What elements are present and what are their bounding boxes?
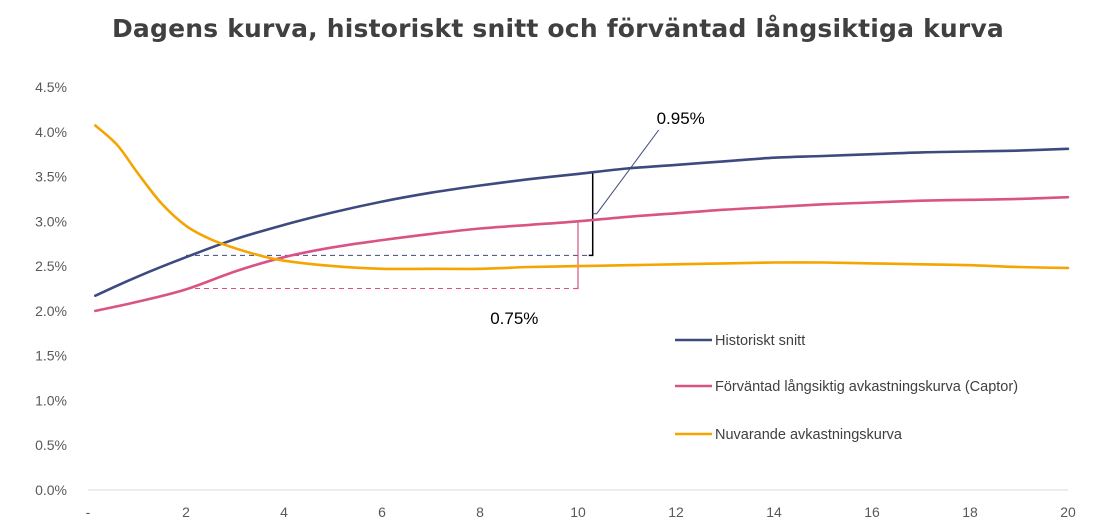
x-tick-label: 20 bbox=[1060, 504, 1076, 520]
x-tick-label: 8 bbox=[476, 504, 484, 520]
series-line-forvantad-langsiktig-avkastningskurva-captor bbox=[94, 195, 1070, 313]
x-tick-label: 12 bbox=[668, 504, 684, 520]
legend: Historiskt snitt Förväntad långsiktig avk… bbox=[675, 333, 1018, 443]
legend-entry-nuvarande-avkastningskurva: Nuvarande avkastningskurva bbox=[715, 427, 903, 443]
y-tick-label: 2.5% bbox=[35, 258, 67, 274]
y-axis-ticks: 0.0% 0.5% 1.0% 1.5% 2.0% 2.5% 3.0% 3.5% 4.0% 4.5% bbox=[35, 79, 67, 498]
annotations: 0.95% 0.75% bbox=[186, 109, 705, 328]
y-tick-label: 1.0% bbox=[35, 392, 67, 408]
series-line-historiskt-snitt bbox=[94, 147, 1070, 297]
x-tick-label: 10 bbox=[570, 504, 586, 520]
legend-entry-forvantad-langsiktig-avkastningskurva-captor: Förväntad långsiktig avkastningskurva (C… bbox=[715, 379, 1018, 395]
y-tick-label: 3.5% bbox=[35, 169, 67, 185]
y-tick-label: 4.5% bbox=[35, 79, 67, 95]
x-tick-label: 6 bbox=[378, 504, 386, 520]
y-tick-label: 1.5% bbox=[35, 348, 67, 364]
x-tick-label: 2 bbox=[182, 504, 190, 520]
y-tick-label: 2.0% bbox=[35, 303, 67, 319]
x-axis-ticks: - 2 4 6 8 10 12 14 16 18 20 bbox=[86, 504, 1076, 520]
chart-title: Dagens kurva, historiskt snitt och förvä… bbox=[111, 14, 1005, 43]
y-tick-label: 0.5% bbox=[35, 437, 67, 453]
annotation-bracket bbox=[588, 171, 594, 257]
annotation-label-075: 0.75% bbox=[490, 309, 538, 328]
y-tick-label: 0.0% bbox=[35, 482, 67, 498]
series-line-nuvarande-avkastningskurva bbox=[94, 124, 1070, 271]
y-tick-label: 3.0% bbox=[35, 213, 67, 229]
legend-entry-historiskt-snitt: Historiskt snitt bbox=[715, 333, 805, 349]
x-tick-label: 18 bbox=[962, 504, 978, 520]
series-lines bbox=[94, 124, 1070, 313]
x-tick-label: 14 bbox=[766, 504, 782, 520]
x-tick-label: 16 bbox=[864, 504, 880, 520]
y-tick-label: 4.0% bbox=[35, 124, 67, 140]
x-tick-label: - bbox=[86, 504, 91, 520]
annotation-label-095: 0.95% bbox=[657, 109, 705, 128]
x-tick-label: 4 bbox=[280, 504, 288, 520]
annotation-leader-line bbox=[592, 129, 660, 215]
